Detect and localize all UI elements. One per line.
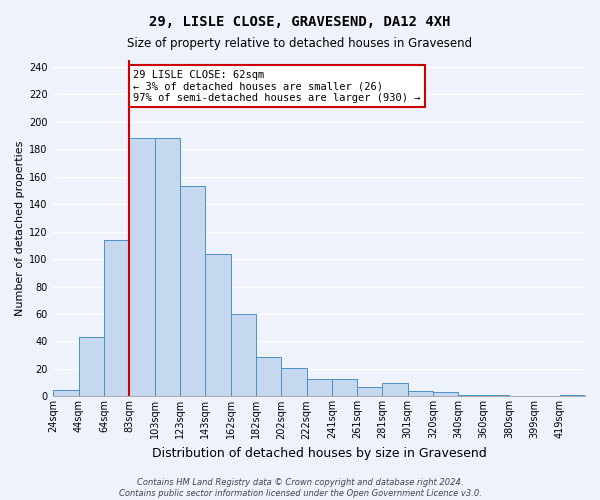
Bar <box>357 387 382 396</box>
Bar <box>256 356 281 397</box>
Y-axis label: Number of detached properties: Number of detached properties <box>15 140 25 316</box>
Bar <box>332 378 357 396</box>
Bar <box>307 378 332 396</box>
Bar <box>230 314 256 396</box>
Bar <box>205 254 230 396</box>
Text: Contains HM Land Registry data © Crown copyright and database right 2024.
Contai: Contains HM Land Registry data © Crown c… <box>119 478 481 498</box>
Text: Size of property relative to detached houses in Gravesend: Size of property relative to detached ho… <box>127 38 473 51</box>
Bar <box>53 390 79 396</box>
Bar <box>458 395 484 396</box>
Bar <box>79 338 104 396</box>
Text: 29, LISLE CLOSE, GRAVESEND, DA12 4XH: 29, LISLE CLOSE, GRAVESEND, DA12 4XH <box>149 15 451 29</box>
Bar <box>104 240 129 396</box>
Bar <box>560 395 585 396</box>
Bar <box>408 391 433 396</box>
Text: 29 LISLE CLOSE: 62sqm
← 3% of detached houses are smaller (26)
97% of semi-detac: 29 LISLE CLOSE: 62sqm ← 3% of detached h… <box>133 70 421 103</box>
Bar <box>180 186 205 396</box>
Bar <box>129 138 155 396</box>
Bar <box>281 368 307 396</box>
Bar <box>382 382 408 396</box>
X-axis label: Distribution of detached houses by size in Gravesend: Distribution of detached houses by size … <box>152 447 487 460</box>
Bar <box>155 138 180 396</box>
Bar <box>484 395 509 396</box>
Bar <box>433 392 458 396</box>
